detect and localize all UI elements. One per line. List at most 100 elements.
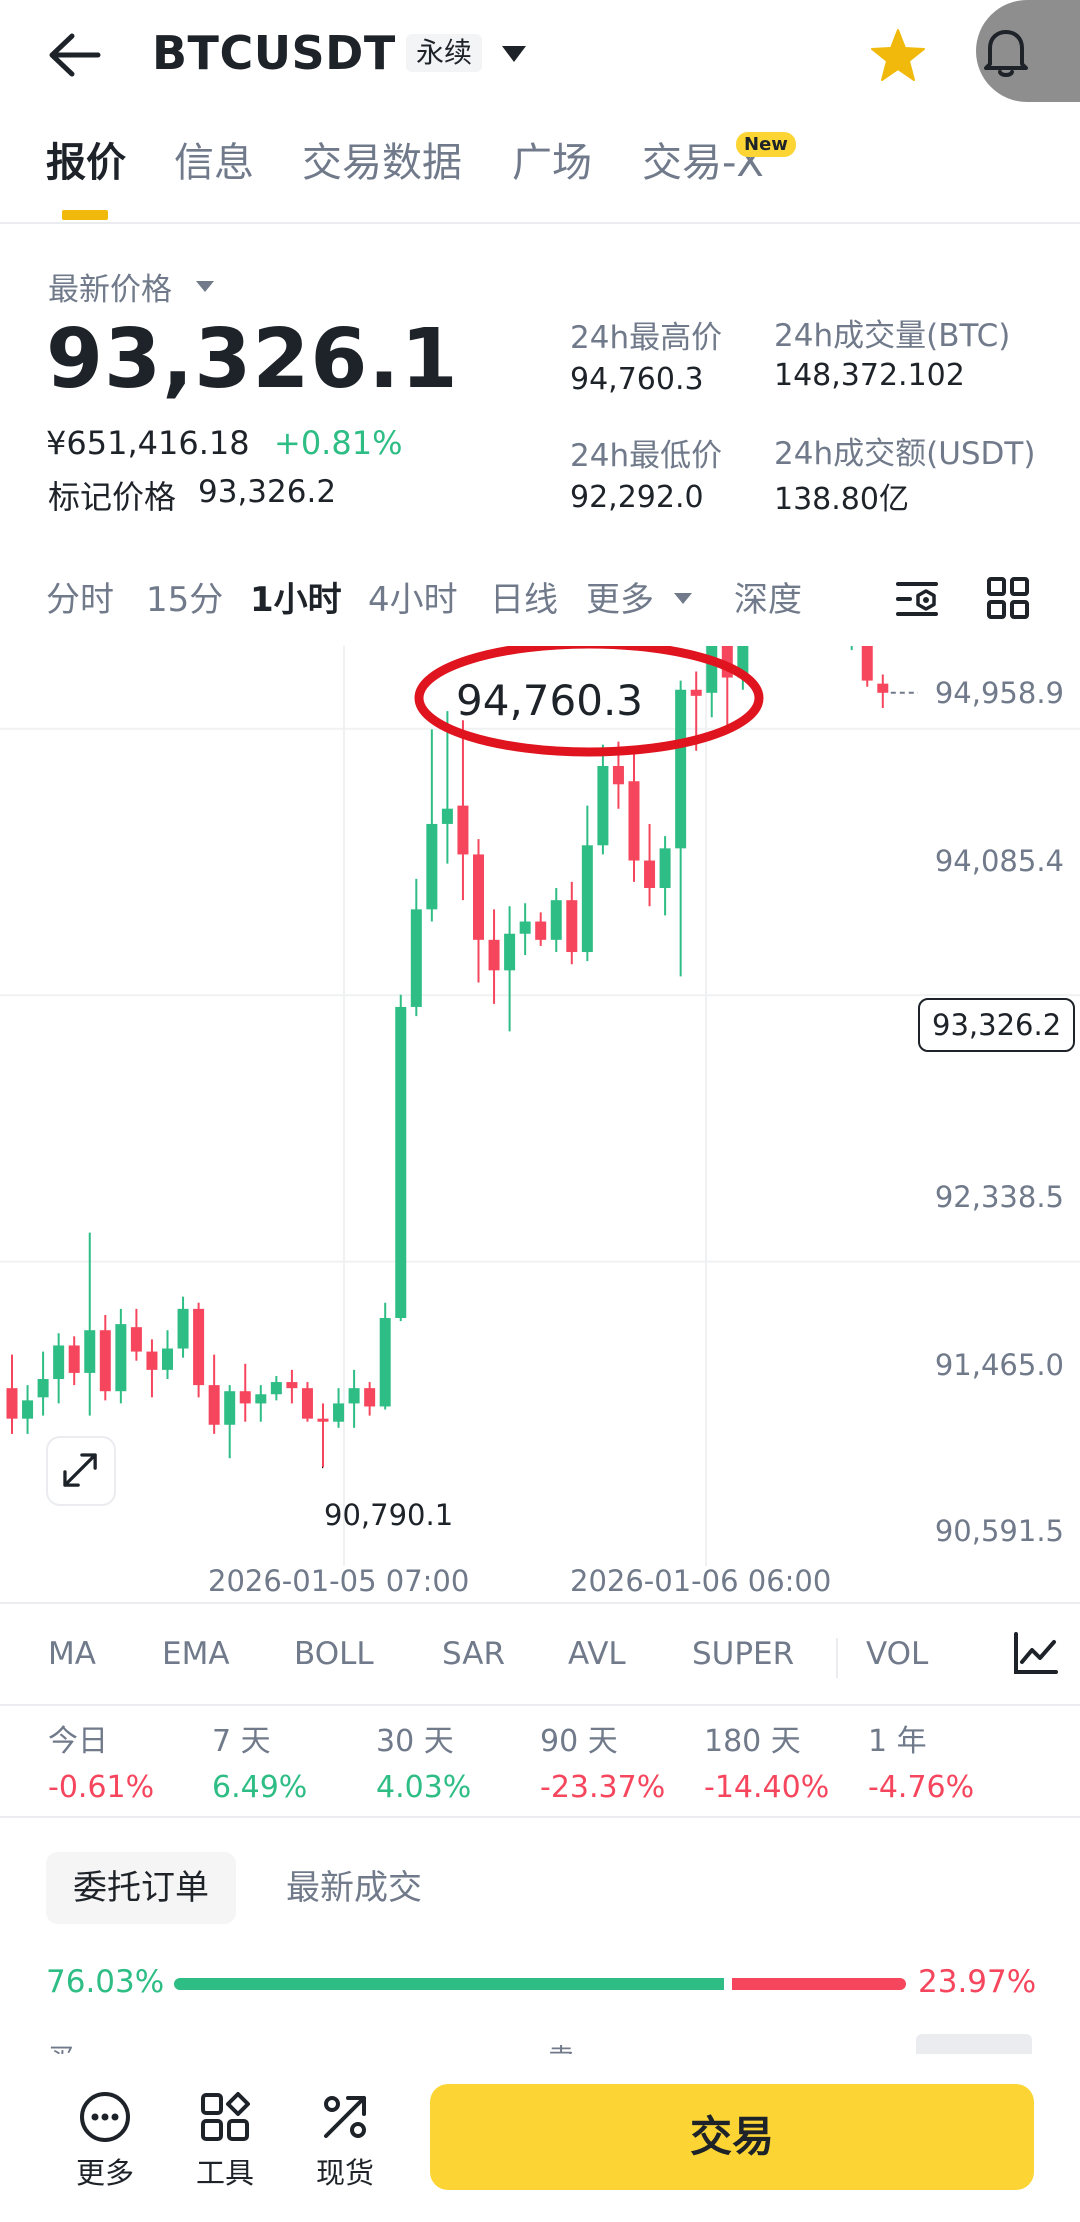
tab-quote[interactable]: 报价	[46, 140, 126, 186]
tools-button[interactable]: 工具	[180, 2090, 270, 2192]
change-percent: +0.81%	[274, 424, 403, 462]
sell-column-label: 卖	[548, 2038, 574, 2056]
period-value: -4.76%	[868, 1770, 975, 1805]
low-24h-label: 24h最低价	[570, 438, 723, 474]
candle-body	[37, 1379, 49, 1398]
chart-canvas[interactable]	[0, 646, 1080, 1566]
candle-body	[597, 765, 609, 846]
indicator-ma[interactable]: MA	[48, 1636, 96, 1672]
candle-body	[395, 1006, 407, 1319]
period-value: -23.37%	[540, 1770, 666, 1805]
indicator-boll[interactable]: BOLL	[294, 1636, 374, 1672]
precision-select[interactable]	[916, 2034, 1032, 2054]
divider	[0, 222, 1080, 224]
indicator-sar[interactable]: SAR	[442, 1636, 505, 1672]
candle-body	[99, 1330, 111, 1392]
candle-body	[255, 1394, 267, 1404]
interval-timeline[interactable]: 分时	[46, 580, 114, 620]
indicator-ema[interactable]: EMA	[162, 1636, 230, 1672]
candle-body	[690, 689, 702, 696]
x-axis-label: 2026-01-05 07:00	[208, 1564, 470, 1598]
candle-body	[270, 1382, 282, 1395]
candle-body	[379, 1318, 391, 1407]
period-change: 30 天 4.03%	[376, 1716, 536, 1805]
candle-body	[348, 1388, 360, 1404]
candle-body	[659, 848, 671, 888]
tab-trading-data[interactable]: 交易数据	[302, 140, 462, 186]
buy-column-label: 买	[48, 2038, 74, 2056]
candle-body	[239, 1391, 251, 1404]
period-change: 180 天 -14.40%	[704, 1716, 864, 1805]
candle-body	[364, 1388, 376, 1407]
interval-depth[interactable]: 深度	[734, 580, 802, 620]
candle-body	[53, 1345, 65, 1380]
candle-body	[488, 939, 500, 971]
tab-latest-trades[interactable]: 最新成交	[286, 1868, 422, 1908]
indicator-super[interactable]: SUPER	[692, 1636, 795, 1672]
more-button[interactable]: 更多	[60, 2090, 150, 2192]
trade-button[interactable]: 交易	[430, 2084, 1034, 2190]
low-price-annotation: 90,790.1	[324, 1498, 454, 1532]
mark-price-label: 标记价格	[48, 478, 177, 516]
candle-body	[410, 909, 422, 1007]
period-value: -14.40%	[704, 1770, 830, 1805]
candle-body	[644, 860, 656, 888]
sell-ratio-fill	[732, 1978, 906, 1990]
volume-usdt-value: 138.80亿	[774, 482, 909, 517]
y-axis-label: 94,085.4	[934, 844, 1064, 878]
candlestick-chart[interactable]: 94,958.9 94,085.4 92,338.5 91,465.0 90,5…	[0, 646, 1080, 1566]
interval-more[interactable]: 更多	[586, 580, 654, 620]
mark-price-value: 93,326.2	[198, 474, 337, 510]
period-change: 90 天 -23.37%	[540, 1716, 700, 1805]
interval-1d[interactable]: 日线	[490, 580, 558, 620]
candle-body	[473, 854, 484, 940]
last-price-label[interactable]: 最新价格	[48, 272, 172, 308]
candle-body	[333, 1403, 345, 1422]
indicator-vol[interactable]: VOL	[866, 1636, 929, 1672]
tab-order-book[interactable]: 委托订单	[46, 1852, 236, 1924]
grid-layout-icon[interactable]	[986, 576, 1030, 620]
candle-body	[130, 1327, 142, 1352]
candle-body	[317, 1418, 329, 1422]
spot-button[interactable]: 现货	[300, 2090, 390, 2192]
candle-body	[675, 689, 687, 849]
candle-body	[162, 1348, 173, 1370]
volume-btc-value: 148,372.102	[774, 358, 965, 393]
back-arrow-icon[interactable]	[46, 30, 102, 80]
main-tabs: 报价 信息 交易数据 广场 交易-X	[0, 130, 1080, 220]
candle-body	[6, 1388, 18, 1419]
cny-price: ¥651,416.18	[46, 424, 250, 462]
buy-ratio-fill	[174, 1978, 724, 1990]
interval-15m[interactable]: 15分	[146, 580, 224, 620]
period-label: 90 天	[540, 1724, 618, 1759]
interval-4h[interactable]: 4小时	[368, 580, 458, 620]
period-change: 1 年 -4.76%	[868, 1716, 1028, 1805]
symbol-title[interactable]: BTCUSDT	[152, 26, 396, 80]
tools-grid-icon	[201, 2092, 250, 2141]
interval-1h[interactable]: 1小时	[250, 580, 342, 620]
bell-icon[interactable]	[976, 22, 1036, 82]
candle-body	[504, 933, 516, 971]
y-axis-label: 90,591.5	[934, 1514, 1064, 1548]
candle-body	[22, 1400, 34, 1419]
new-badge: New	[736, 132, 796, 157]
spot-label: 现货	[315, 2156, 374, 2190]
chart-settings-icon[interactable]	[894, 576, 944, 622]
period-value: -0.61%	[48, 1770, 155, 1805]
more-dropdown-icon[interactable]	[672, 590, 694, 606]
divider	[0, 1816, 1080, 1818]
fullscreen-button[interactable]	[46, 1436, 116, 1506]
candle-body	[628, 781, 640, 861]
candle-body	[441, 808, 453, 824]
tools-label: 工具	[195, 2156, 254, 2190]
symbol-dropdown-icon[interactable]	[498, 42, 530, 66]
favorite-star-icon[interactable]	[870, 28, 926, 82]
tab-info[interactable]: 信息	[174, 140, 254, 186]
price-type-dropdown-icon[interactable]	[194, 278, 216, 294]
tab-square[interactable]: 广场	[512, 140, 592, 186]
indicator-settings-icon[interactable]	[1012, 1630, 1058, 1676]
buy-ratio-percent: 76.03%	[46, 1964, 165, 2000]
period-value: 4.03%	[376, 1770, 472, 1805]
candle-body	[193, 1308, 205, 1386]
indicator-avl[interactable]: AVL	[568, 1636, 626, 1672]
